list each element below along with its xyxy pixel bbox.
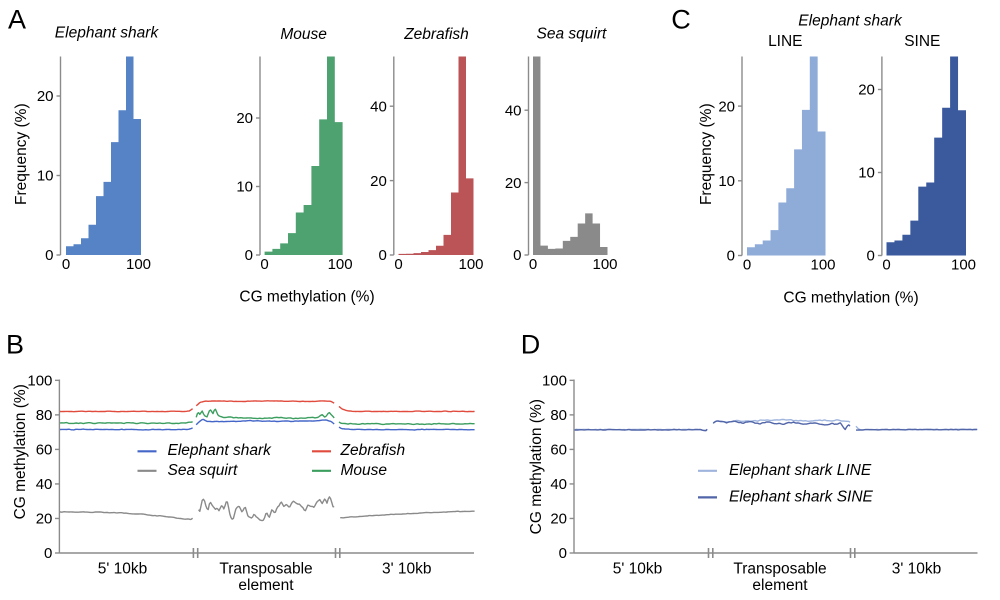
svg-text:20: 20 (550, 511, 567, 528)
svg-text:C: C (671, 5, 691, 35)
svg-text:0: 0 (559, 545, 567, 562)
svg-text:Elephant shark: Elephant shark (798, 13, 903, 30)
svg-text:20: 20 (505, 175, 522, 192)
svg-text:20: 20 (36, 511, 53, 528)
svg-text:element: element (752, 577, 808, 594)
svg-text:0: 0 (743, 257, 751, 274)
svg-text:Mouse: Mouse (280, 26, 327, 43)
svg-text:0: 0 (62, 256, 70, 273)
svg-text:0: 0 (394, 256, 402, 273)
svg-text:B: B (6, 330, 24, 360)
svg-text:0: 0 (529, 256, 537, 273)
svg-text:0: 0 (513, 247, 521, 264)
svg-text:40: 40 (370, 98, 387, 115)
svg-text:CG methylation (%): CG methylation (%) (239, 289, 374, 306)
svg-text:SINE: SINE (904, 33, 940, 50)
svg-text:LINE: LINE (768, 33, 802, 50)
svg-text:0: 0 (260, 256, 268, 273)
svg-text:40: 40 (550, 476, 567, 493)
svg-text:CG methylation (%): CG methylation (%) (528, 399, 545, 534)
svg-text:0: 0 (867, 248, 875, 265)
svg-text:CG methylation (%): CG methylation (%) (783, 290, 918, 307)
svg-text:0: 0 (378, 247, 386, 264)
svg-text:0: 0 (245, 247, 253, 264)
svg-text:10: 10 (718, 173, 735, 190)
svg-text:20: 20 (718, 98, 735, 115)
svg-text:3' 10kb: 3' 10kb (382, 561, 432, 578)
svg-text:Transposable: Transposable (219, 561, 312, 578)
svg-text:Frequency (%): Frequency (%) (13, 103, 30, 205)
svg-text:Elephant shark: Elephant shark (168, 442, 273, 459)
svg-text:10: 10 (236, 179, 253, 196)
svg-text:5' 10kb: 5' 10kb (98, 561, 148, 578)
svg-text:100: 100 (126, 256, 151, 273)
svg-text:20: 20 (370, 173, 387, 190)
svg-text:20: 20 (37, 88, 54, 105)
svg-text:Elephant shark SINE: Elephant shark SINE (729, 489, 874, 506)
svg-text:Elephant shark: Elephant shark (55, 24, 160, 41)
svg-text:Sea squirt: Sea squirt (168, 462, 238, 479)
svg-text:Frequency (%): Frequency (%) (698, 103, 715, 205)
svg-text:0: 0 (44, 545, 52, 562)
svg-text:element: element (238, 577, 294, 594)
svg-text:100: 100 (328, 256, 353, 273)
svg-text:Elephant shark LINE: Elephant shark LINE (729, 462, 872, 479)
svg-text:Zebrafish: Zebrafish (340, 442, 406, 459)
svg-text:Mouse: Mouse (341, 462, 388, 479)
svg-text:100: 100 (27, 373, 52, 390)
svg-text:A: A (8, 5, 26, 35)
svg-text:80: 80 (550, 407, 567, 424)
svg-text:D: D (521, 330, 541, 360)
svg-text:10: 10 (37, 168, 54, 185)
svg-text:20: 20 (236, 110, 253, 127)
svg-text:Transposable: Transposable (733, 561, 826, 578)
svg-text:20: 20 (858, 82, 875, 99)
svg-text:CG methylation (%): CG methylation (%) (12, 384, 29, 519)
svg-text:100: 100 (458, 256, 483, 273)
svg-text:60: 60 (36, 442, 53, 459)
svg-text:100: 100 (592, 256, 617, 273)
svg-text:80: 80 (36, 407, 53, 424)
svg-text:40: 40 (36, 476, 53, 493)
svg-text:0: 0 (727, 248, 735, 265)
svg-text:0: 0 (882, 257, 890, 274)
svg-text:60: 60 (550, 442, 567, 459)
svg-text:Sea squirt: Sea squirt (537, 25, 607, 42)
svg-text:Zebrafish: Zebrafish (403, 26, 469, 43)
svg-text:100: 100 (951, 257, 976, 274)
svg-text:3' 10kb: 3' 10kb (892, 561, 942, 578)
svg-text:100: 100 (810, 257, 835, 274)
svg-text:5' 10kb: 5' 10kb (613, 561, 663, 578)
svg-text:100: 100 (542, 373, 567, 390)
svg-text:10: 10 (858, 165, 875, 182)
svg-text:0: 0 (45, 247, 53, 264)
svg-text:40: 40 (505, 102, 522, 119)
